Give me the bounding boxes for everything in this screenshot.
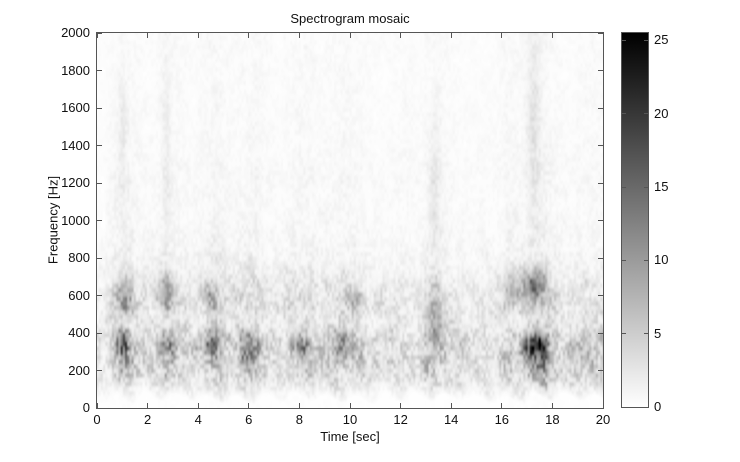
x-tick-label: 10 [342, 412, 358, 427]
y-tick-label: 0 [82, 400, 90, 415]
x-tick-label: 6 [245, 412, 253, 427]
x-tick-label: 16 [494, 412, 510, 427]
axes-box [96, 32, 604, 409]
x-tick-label: 18 [545, 412, 560, 427]
chart-title: Spectrogram mosaic [290, 11, 410, 26]
colorbar-tick-label: 20 [654, 105, 669, 121]
x-tick-label: 2 [143, 412, 152, 427]
y-axis-label: Frequency [Hz] [45, 175, 61, 265]
colorbar-tick-label: 5 [654, 325, 662, 341]
y-tick-label: 2000 [61, 25, 90, 40]
colorbar-tick-label: 0 [654, 399, 662, 414]
x-tick-label: 0 [93, 412, 101, 427]
y-tick-label: 600 [68, 287, 90, 303]
y-tick-label: 400 [68, 325, 90, 340]
y-tick-label: 1400 [61, 137, 90, 153]
colorbar-tick-label: 10 [654, 252, 669, 268]
y-tick-label: 200 [68, 362, 90, 378]
x-tick-label: 14 [443, 412, 459, 427]
x-tick-label: 8 [295, 412, 303, 427]
y-tick-label: 1600 [61, 100, 90, 115]
colorbar [621, 32, 649, 408]
x-tick-label: 12 [393, 412, 408, 427]
y-tick-label: 1800 [61, 62, 90, 78]
x-tick-label: 20 [595, 412, 611, 427]
colorbar-tick-label: 15 [654, 179, 669, 194]
x-tick-label: 4 [194, 412, 202, 427]
x-axis-label: Time [sec] [320, 429, 380, 444]
colorbar-tick-label: 25 [654, 32, 669, 48]
spectrogram-canvas [97, 33, 603, 408]
